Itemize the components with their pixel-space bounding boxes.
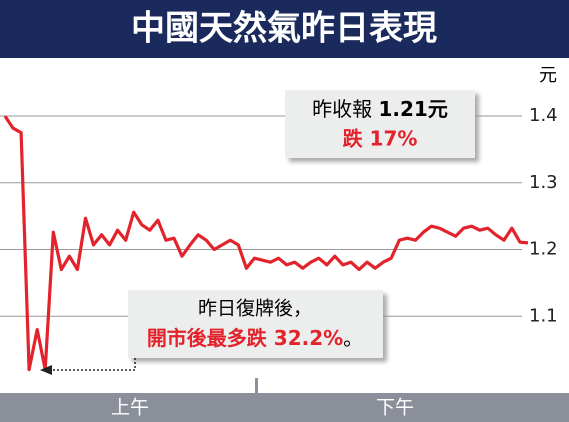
x-label: 上午 [111,397,149,419]
y-tick-label: 1.3 [529,172,558,193]
annotation-text: 昨日復牌後， [198,298,312,320]
annotation-value: 1.21元 [379,97,448,121]
midday-tick [255,378,258,393]
annotation: 開市後最多跌 32.2%。 [147,326,363,350]
chart-title: 中國天然氣昨日表現 [131,9,437,49]
x-label: 下午 [376,397,414,419]
y-unit: 元 [539,65,557,86]
annotation-box [285,90,475,158]
price-line [3,115,529,372]
annotation-text: 昨收報 [312,97,372,121]
arrow-head [40,365,52,375]
annotation: 昨收報 1.21元 [312,97,448,121]
y-tick-label: 1.1 [529,305,558,326]
annotation-change: 跌 17% [343,127,418,151]
title-bar [0,0,569,58]
annotation-text: 開市後最多跌 32.2% [147,326,343,350]
y-tick-label: 1.2 [529,239,558,260]
annotation-text: 。 [343,326,363,350]
annotation-box [128,290,383,358]
y-tick-label: 1.4 [529,105,558,126]
x-axis-bar [0,393,569,422]
annotation-arrow [50,358,136,371]
